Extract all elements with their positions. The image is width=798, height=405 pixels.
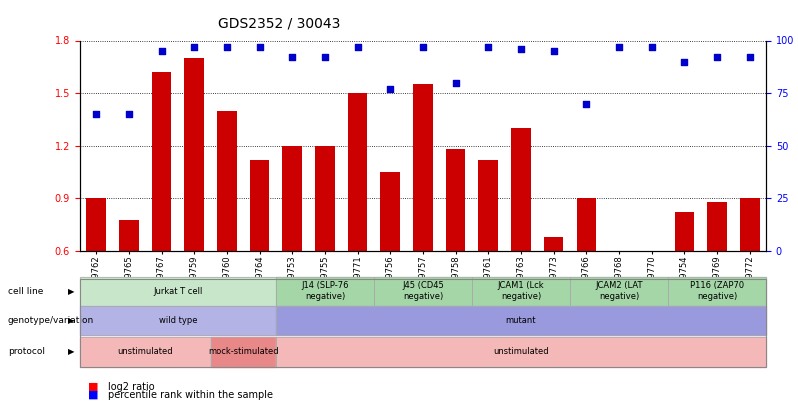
Point: [744, 54, 757, 61]
Point: [417, 44, 429, 50]
Text: ■: ■: [88, 382, 98, 392]
Point: [220, 44, 233, 50]
Text: JCAM2 (LAT
negative): JCAM2 (LAT negative): [595, 281, 642, 301]
Point: [547, 48, 560, 54]
Text: ▶: ▶: [68, 347, 74, 356]
Bar: [576, 198, 596, 356]
Bar: [740, 198, 760, 356]
Point: [482, 44, 495, 50]
Text: unstimulated: unstimulated: [493, 347, 549, 356]
Text: protocol: protocol: [8, 347, 45, 356]
Bar: [217, 111, 237, 356]
Point: [286, 54, 298, 61]
Text: unstimulated: unstimulated: [117, 347, 173, 356]
Text: wild type: wild type: [159, 316, 197, 325]
Bar: [119, 220, 139, 356]
Text: P116 (ZAP70
negative): P116 (ZAP70 negative): [690, 281, 744, 301]
Point: [613, 44, 626, 50]
Text: J45 (CD45
negative): J45 (CD45 negative): [402, 281, 444, 301]
Bar: [184, 58, 204, 356]
Bar: [446, 149, 465, 356]
Point: [646, 44, 658, 50]
Bar: [413, 84, 433, 356]
Bar: [707, 202, 727, 356]
Text: cell line: cell line: [8, 287, 43, 296]
Point: [253, 44, 266, 50]
Text: ▶: ▶: [68, 287, 74, 296]
Point: [515, 46, 527, 52]
Bar: [609, 251, 629, 356]
Text: log2 ratio: log2 ratio: [108, 382, 154, 392]
Bar: [479, 160, 498, 356]
Point: [89, 111, 102, 117]
Point: [351, 44, 364, 50]
Bar: [348, 93, 367, 356]
Text: genotype/variation: genotype/variation: [8, 316, 94, 325]
Bar: [282, 146, 302, 356]
Text: percentile rank within the sample: percentile rank within the sample: [108, 390, 273, 400]
Bar: [512, 128, 531, 356]
Point: [384, 86, 397, 92]
Text: J14 (SLP-76
negative): J14 (SLP-76 negative): [301, 281, 349, 301]
Point: [449, 79, 462, 86]
Bar: [86, 198, 106, 356]
Bar: [250, 160, 270, 356]
Text: ■: ■: [88, 390, 98, 400]
Bar: [315, 146, 334, 356]
Text: Jurkat T cell: Jurkat T cell: [153, 287, 203, 296]
Text: JCAM1 (Lck
negative): JCAM1 (Lck negative): [498, 281, 544, 301]
Point: [580, 100, 593, 107]
Point: [678, 58, 691, 65]
Text: mutant: mutant: [506, 316, 536, 325]
Point: [318, 54, 331, 61]
Text: GDS2352 / 30043: GDS2352 / 30043: [218, 16, 341, 30]
Point: [188, 44, 200, 50]
Text: mock-stimulated: mock-stimulated: [208, 347, 279, 356]
Bar: [544, 237, 563, 356]
Bar: [642, 251, 662, 356]
Bar: [381, 172, 400, 356]
Point: [122, 111, 135, 117]
Point: [155, 48, 168, 54]
Bar: [152, 72, 172, 356]
Point: [711, 54, 724, 61]
Text: ▶: ▶: [68, 316, 74, 325]
Bar: [674, 213, 694, 356]
